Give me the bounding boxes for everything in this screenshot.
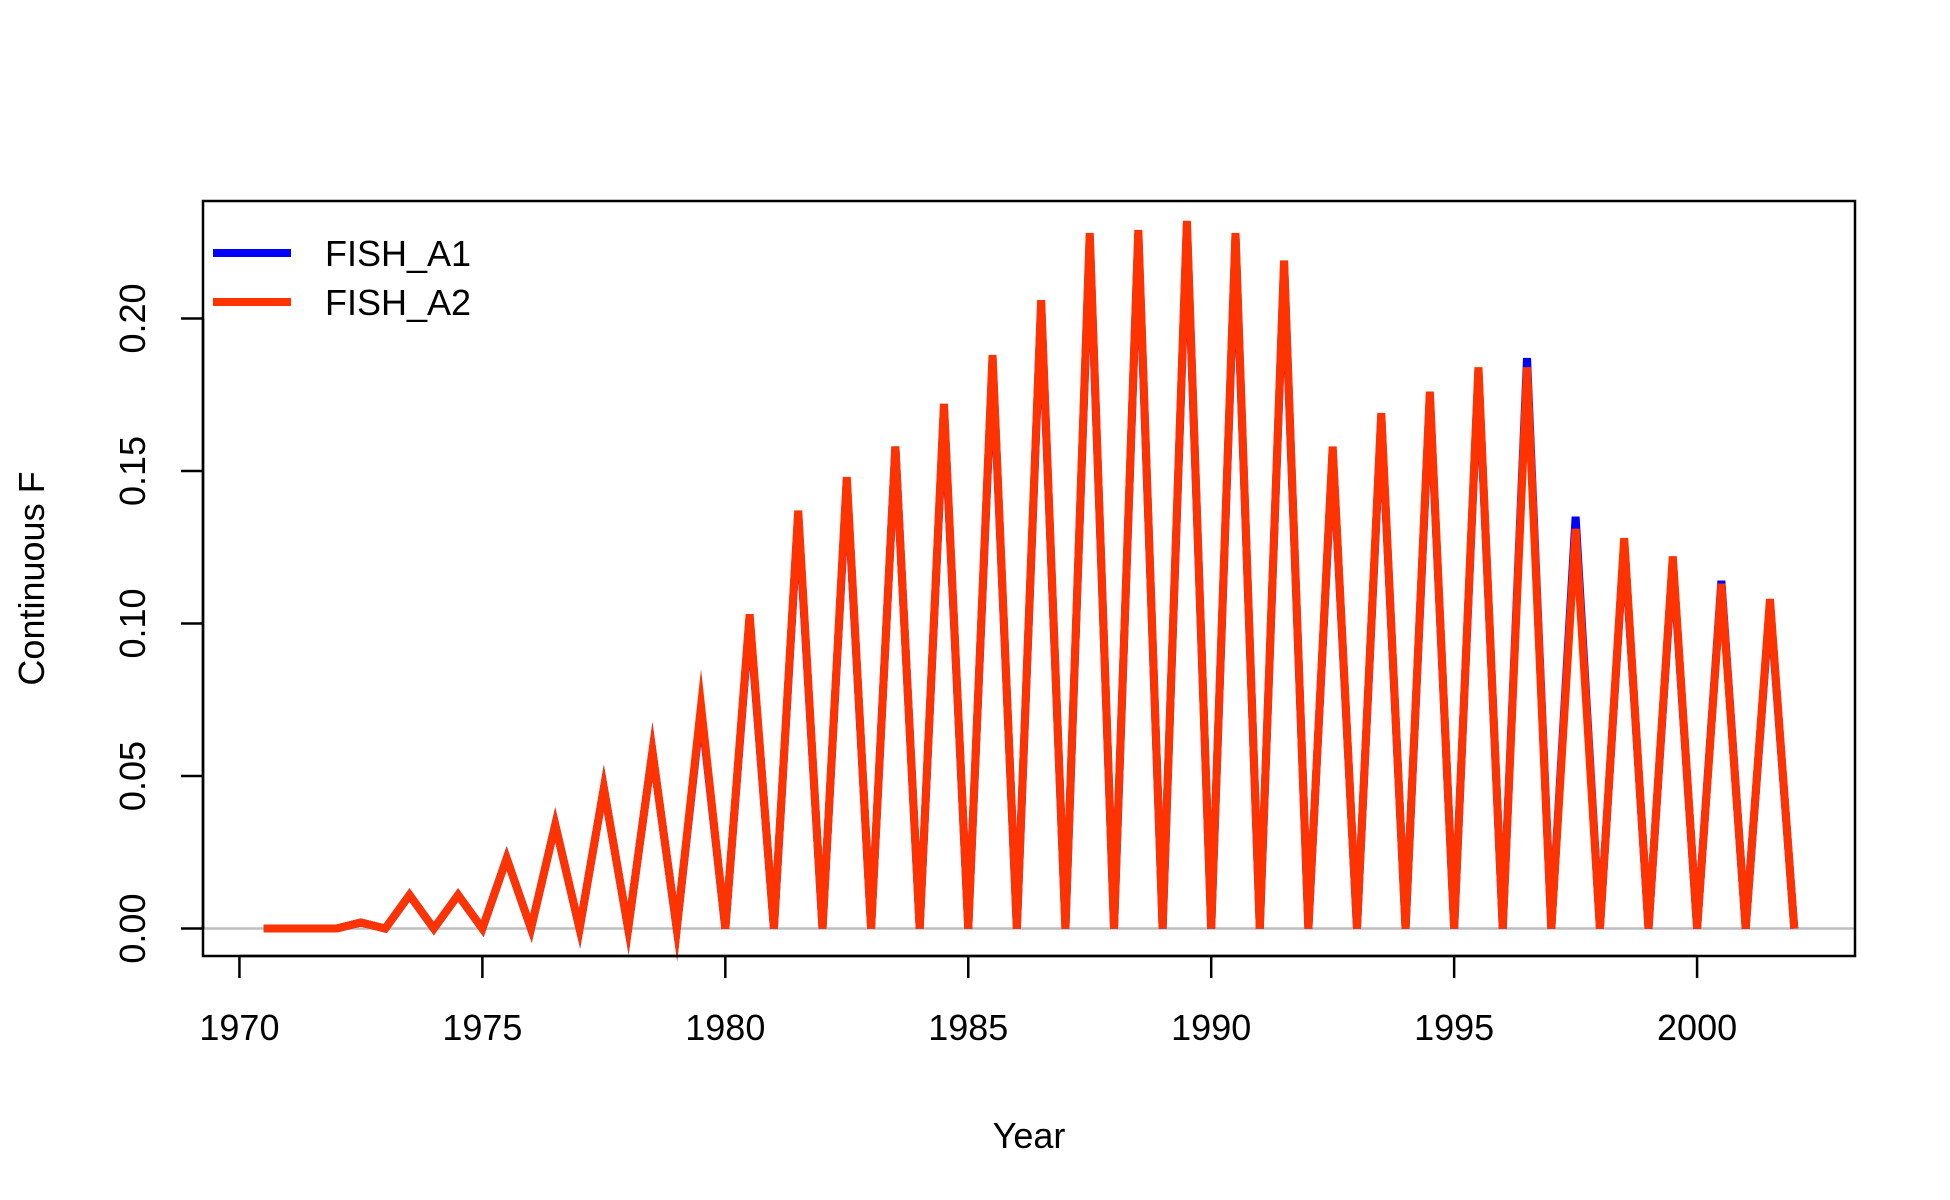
x-tick-label: 1990 — [1171, 1007, 1251, 1048]
x-tick-label: 1970 — [199, 1007, 279, 1048]
y-tick-label: 0.05 — [112, 741, 153, 811]
x-tick-label: 1975 — [442, 1007, 522, 1048]
x-tick-label: 2000 — [1657, 1007, 1737, 1048]
x-tick-label: 1995 — [1414, 1007, 1494, 1048]
y-axis-label: Continuous F — [11, 471, 52, 685]
y-tick-label: 0.10 — [112, 588, 153, 658]
y-axis: 0.00 0.05 0.10 0.15 0.20 — [112, 283, 205, 964]
y-tick-label: 0.20 — [112, 283, 153, 353]
legend: FISH_A1 FISH_A2 — [213, 233, 471, 323]
x-tick-label: 1980 — [685, 1007, 765, 1048]
legend-label: FISH_A1 — [325, 233, 471, 274]
x-axis: 1970 1975 1980 1985 1990 1995 2000 — [199, 954, 1737, 1048]
y-tick-label: 0.15 — [112, 436, 153, 506]
series-line-fish-a2 — [263, 220, 1799, 962]
series-layer — [263, 220, 1799, 962]
legend-label: FISH_A2 — [325, 282, 471, 323]
x-tick-label: 1985 — [928, 1007, 1008, 1048]
x-axis-label: Year — [993, 1115, 1066, 1156]
y-tick-label: 0.00 — [112, 894, 153, 964]
